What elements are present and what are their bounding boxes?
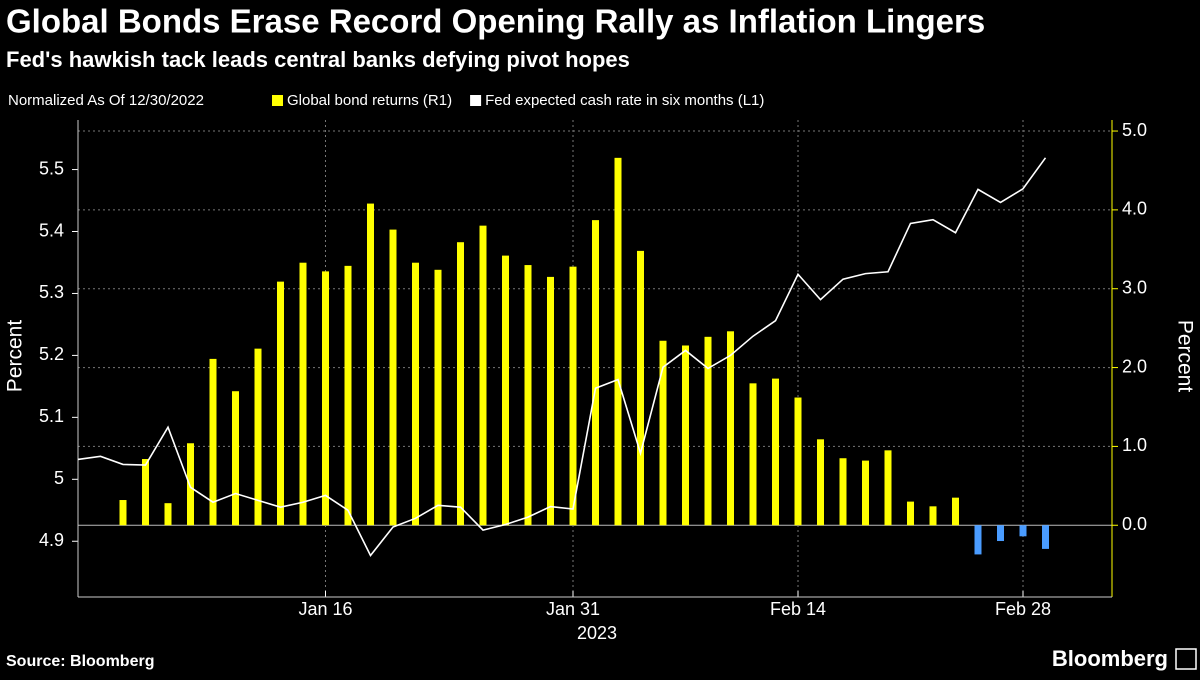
y-tick-label: 5.5 [39, 158, 64, 178]
bar [389, 229, 397, 526]
brand-icon [1175, 648, 1197, 670]
bar [704, 336, 712, 526]
bar [569, 266, 577, 526]
y2-tick-label: 3.0 [1122, 277, 1147, 297]
bar [749, 383, 757, 526]
x-tick-label: Feb 14 [770, 599, 826, 619]
brand: Bloomberg [1052, 646, 1168, 671]
bar [772, 378, 779, 526]
legend-swatch [272, 95, 283, 106]
bar [187, 443, 194, 526]
legend-label: Fed expected cash rate in six months (L1… [485, 92, 764, 109]
y2-tick-label: 4.0 [1122, 199, 1147, 219]
y2-tick-label: 0.0 [1122, 514, 1147, 534]
y-tick-label: 5.4 [39, 220, 64, 240]
bar [479, 225, 487, 526]
y2-tick-label: 1.0 [1122, 435, 1147, 455]
x-tick-label: Jan 16 [298, 599, 352, 619]
legend-swatch [470, 95, 482, 106]
bar [727, 331, 734, 526]
bar [862, 460, 869, 526]
chart-subtitle: Fed's hawkish tack leads central banks d… [6, 47, 630, 72]
bar [929, 506, 937, 526]
bar [614, 157, 622, 526]
bar [344, 265, 352, 526]
bar [299, 262, 307, 526]
bar [367, 203, 374, 526]
bar [547, 276, 554, 526]
bar [637, 250, 644, 526]
bar [997, 525, 1004, 542]
bar [254, 348, 262, 526]
y-tick-label: 5.3 [39, 282, 64, 302]
bar [592, 220, 599, 526]
bar [524, 265, 532, 526]
bar [884, 450, 892, 526]
x-tick-label: Jan 31 [546, 599, 600, 619]
bar [839, 458, 847, 526]
bar [457, 242, 464, 526]
bar [794, 397, 802, 526]
bar [1042, 525, 1049, 549]
x-tick-label: Feb 28 [995, 599, 1051, 619]
bar [142, 459, 149, 526]
chart-title: Global Bonds Erase Record Opening Rally … [6, 3, 985, 40]
bar [974, 525, 982, 555]
bar [952, 497, 959, 526]
note: Normalized As Of 12/30/2022 [8, 92, 204, 109]
y-axis-label: Percent [4, 320, 27, 393]
y-tick-label: 5.2 [39, 344, 64, 364]
bar [1019, 525, 1027, 537]
bar [502, 255, 509, 526]
bar [659, 340, 667, 526]
y-tick-label: 5.1 [39, 406, 64, 426]
y-tick-label: 5 [54, 468, 64, 488]
legend-label: Global bond returns (R1) [287, 92, 452, 109]
y-tick-label: 4.9 [39, 530, 64, 550]
line [77, 157, 1047, 557]
bar [434, 269, 442, 526]
source: Source: Bloomberg [6, 653, 154, 670]
bar [322, 271, 329, 526]
bar [232, 391, 239, 526]
y2-axis-label: Percent [1173, 320, 1196, 393]
bar [277, 281, 284, 526]
bar [209, 358, 217, 526]
bar [817, 439, 824, 526]
bar [907, 501, 914, 526]
bar [412, 262, 419, 526]
x-axis-label: 2023 [577, 623, 617, 643]
y2-tick-label: 2.0 [1122, 356, 1147, 376]
bar [119, 500, 127, 526]
bar [682, 345, 689, 526]
bar [164, 503, 172, 526]
y2-tick-label: 5.0 [1122, 120, 1147, 140]
